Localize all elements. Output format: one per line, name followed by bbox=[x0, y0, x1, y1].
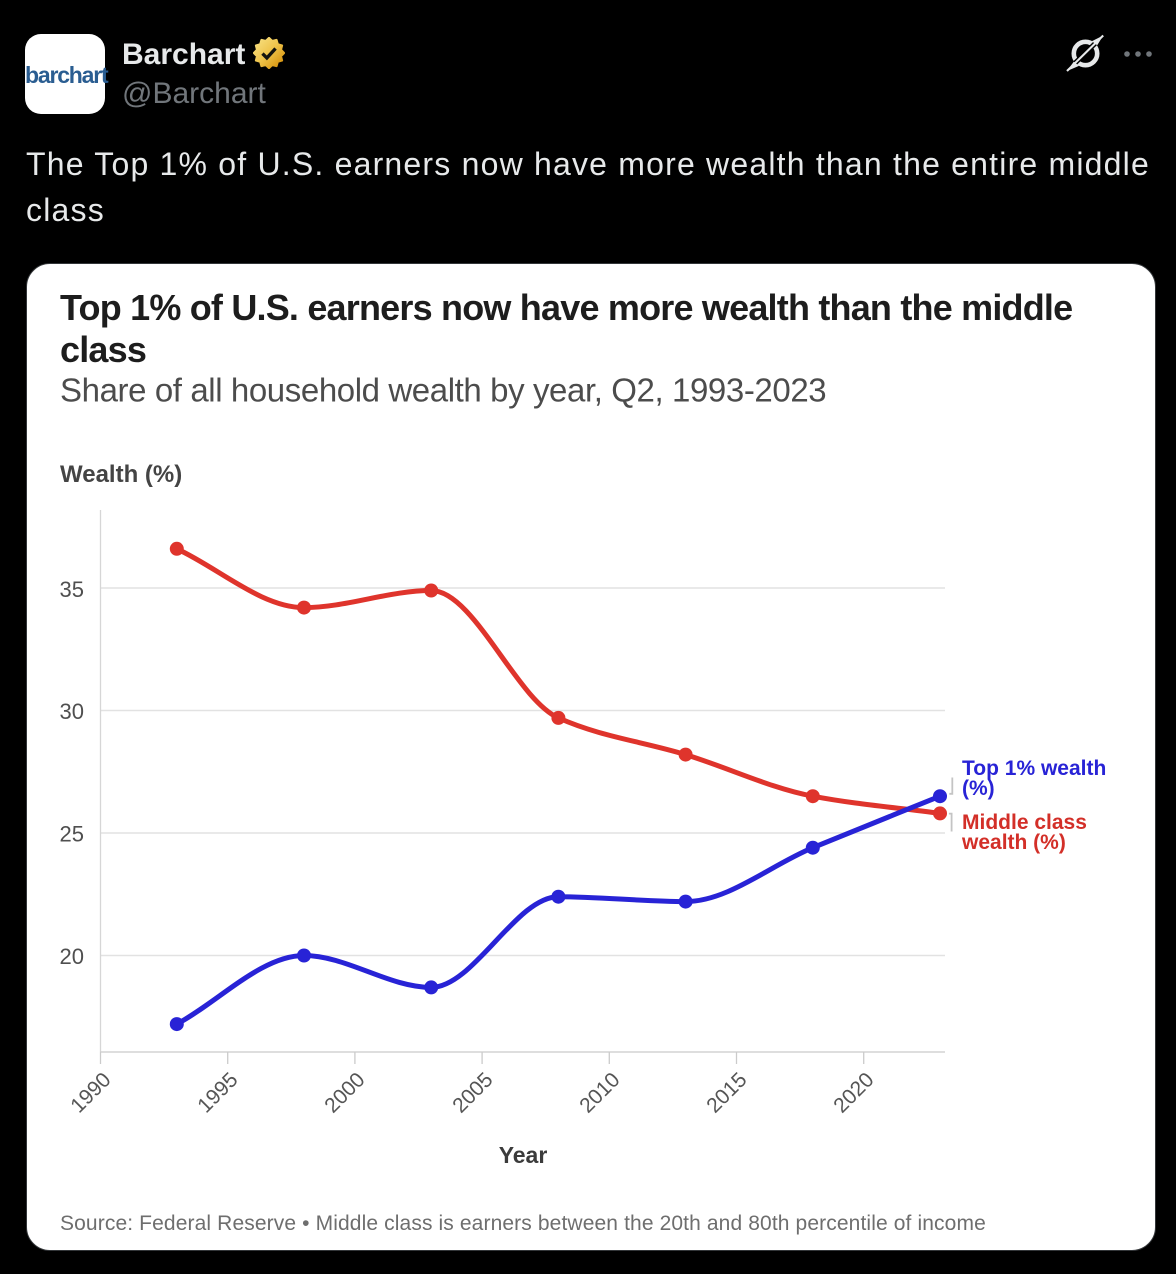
svg-text:1995: 1995 bbox=[193, 1068, 242, 1117]
svg-text:Top 1% wealth: Top 1% wealth bbox=[962, 757, 1106, 780]
svg-text:Year: Year bbox=[499, 1142, 548, 1168]
svg-text:Top 1% of U.S. earners now hav: Top 1% of U.S. earners now have more wea… bbox=[60, 287, 1072, 328]
svg-text:(%): (%) bbox=[962, 777, 995, 800]
svg-text:25: 25 bbox=[60, 822, 84, 847]
svg-text:2020: 2020 bbox=[829, 1068, 878, 1117]
svg-text:wealth (%): wealth (%) bbox=[961, 831, 1066, 854]
svg-text:30: 30 bbox=[60, 699, 84, 724]
svg-text:Wealth (%): Wealth (%) bbox=[60, 461, 182, 488]
svg-text:Source: Federal Reserve • Midd: Source: Federal Reserve • Middle class i… bbox=[60, 1212, 986, 1235]
svg-text:2005: 2005 bbox=[448, 1068, 497, 1117]
svg-text:1990: 1990 bbox=[66, 1068, 115, 1117]
svg-text:20: 20 bbox=[60, 944, 84, 969]
svg-text:Middle class: Middle class bbox=[962, 811, 1087, 834]
svg-text:Share of all household wealth: Share of all household wealth by year, Q… bbox=[60, 372, 826, 409]
svg-text:2015: 2015 bbox=[702, 1068, 751, 1117]
svg-text:class: class bbox=[60, 329, 146, 370]
svg-text:2010: 2010 bbox=[575, 1068, 624, 1117]
svg-text:35: 35 bbox=[60, 577, 84, 602]
svg-text:2000: 2000 bbox=[320, 1068, 369, 1117]
